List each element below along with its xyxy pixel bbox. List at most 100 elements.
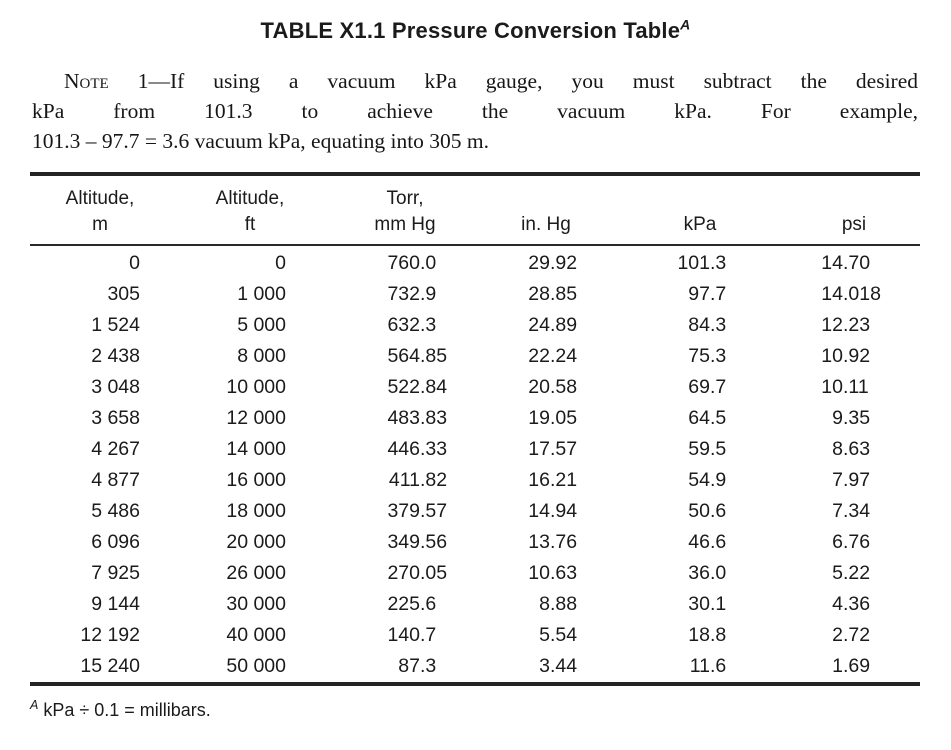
table-header: Altitude, m Altitude, ft Torr, mm Hg in.… — [30, 174, 920, 246]
header-line: Torr, — [386, 188, 424, 209]
cell-altitude-m: 12 192 — [80, 624, 140, 646]
cell-psi: 4.36 — [832, 593, 871, 615]
cell-altitude-m: 1 524 — [91, 314, 140, 336]
header-cell-psi: psi — [788, 174, 920, 246]
header-line: psi — [841, 214, 867, 235]
table-row: 4 877 16 000 411.82 16.21 54.9 7.97 — [30, 465, 920, 496]
cell-torr: 564.85 — [387, 345, 448, 367]
table-row: 6 096 20 000 349.56 13.76 46.6 6.76 — [30, 527, 920, 558]
cell-torr: 87.3 — [398, 655, 437, 677]
header-cell-altitude-m: Altitude, m — [30, 174, 170, 246]
cell-torr: 522.84 — [387, 376, 448, 398]
cell-altitude-m: 7 925 — [91, 562, 140, 584]
cell-kpa: 84.3 — [688, 314, 727, 336]
table-row: 2 438 8 000 564.85 22.24 75.3 10.92 — [30, 341, 920, 372]
cell-in-hg: 17.57 — [528, 438, 578, 460]
cell-in-hg: 14.94 — [528, 500, 578, 522]
cell-kpa: 101.3 — [677, 252, 727, 274]
cell-torr: 411.82 — [388, 469, 448, 491]
cell-altitude-m: 3 048 — [91, 376, 140, 398]
table-row: 7 925 26 000 270.05 10.63 36.0 5.22 — [30, 558, 920, 589]
header-cell-kpa: kPa — [612, 174, 788, 246]
note-line-3: 101.3 – 97.7 = 3.6 vacuum kPa, equating … — [32, 129, 490, 153]
table-row: 3 658 12 000 483.83 19.05 64.5 9.35 — [30, 403, 920, 434]
cell-psi: 14.018 — [821, 283, 881, 305]
cell-psi: 8.63 — [832, 438, 871, 460]
footnote-superscript: A — [30, 698, 39, 712]
cell-psi: 10.92 — [821, 345, 871, 367]
note-line-1: Note 1—If using a vacuum kPa gauge, you … — [32, 66, 918, 96]
title-superscript: A — [680, 16, 691, 33]
cell-torr: 140.7 — [387, 624, 437, 646]
cell-altitude-ft: 50 000 — [226, 655, 286, 677]
cell-psi: 5.22 — [832, 562, 871, 584]
cell-altitude-m: 305 — [107, 283, 140, 305]
cell-altitude-m: 4 877 — [91, 469, 140, 491]
cell-altitude-ft: 12 000 — [226, 407, 286, 429]
cell-kpa: 97.7 — [688, 283, 727, 305]
cell-torr: 632.3 — [387, 314, 437, 336]
cell-in-hg: 10.63 — [528, 562, 578, 584]
cell-altitude-m: 4 267 — [91, 438, 140, 460]
cell-altitude-m: 15 240 — [80, 655, 140, 677]
cell-altitude-ft: 1 000 — [237, 283, 286, 305]
cell-kpa: 30.1 — [688, 593, 727, 615]
note-label: Note 1 — [64, 69, 149, 93]
cell-altitude-ft: 8 000 — [237, 345, 286, 367]
cell-torr: 446.33 — [387, 438, 448, 460]
header-line: mm Hg — [374, 214, 436, 235]
cell-altitude-m: 5 486 — [91, 500, 140, 522]
table-row: 4 267 14 000 446.33 17.57 59.5 8.63 — [30, 434, 920, 465]
cell-kpa: 11.6 — [689, 655, 727, 677]
cell-altitude-ft: 0 — [275, 252, 286, 274]
cell-altitude-ft: 40 000 — [226, 624, 286, 646]
cell-torr: 349.56 — [387, 531, 448, 553]
cell-in-hg: 22.24 — [528, 345, 578, 367]
cell-in-hg: 5.54 — [539, 624, 578, 646]
cell-in-hg: 13.76 — [528, 531, 578, 553]
header-line: ft — [244, 214, 256, 235]
cell-altitude-m: 6 096 — [91, 531, 140, 553]
cell-in-hg: 24.89 — [528, 314, 578, 336]
cell-psi: 12.23 — [821, 314, 871, 336]
cell-in-hg: 3.44 — [539, 655, 578, 677]
header-line — [612, 186, 788, 212]
table-row: 9 144 30 000 225.6 8.88 30.1 4.36 — [30, 589, 920, 620]
cell-altitude-ft: 10 000 — [226, 376, 286, 398]
cell-altitude-m: 9 144 — [91, 593, 140, 615]
cell-psi: 9.35 — [832, 407, 871, 429]
cell-kpa: 69.7 — [688, 376, 727, 398]
cell-in-hg: 19.05 — [528, 407, 578, 429]
header-cell-in-hg: in. Hg — [480, 174, 612, 246]
cell-altitude-ft: 16 000 — [226, 469, 286, 491]
cell-kpa: 75.3 — [688, 345, 727, 367]
cell-altitude-ft: 30 000 — [226, 593, 286, 615]
note-line-1-text: —If using a vacuum kPa gauge, you must s… — [148, 69, 918, 93]
cell-altitude-m: 3 658 — [91, 407, 140, 429]
cell-altitude-ft: 18 000 — [226, 500, 286, 522]
note-line-2: kPa from 101.3 to achieve the vacuum kPa… — [32, 99, 918, 123]
header-cell-altitude-ft: Altitude, ft — [170, 174, 330, 246]
header-line — [480, 186, 612, 212]
cell-torr: 732.9 — [387, 283, 437, 305]
footnote-text: kPa ÷ 0.1 = millibars. — [43, 700, 211, 720]
table-row: 0 0 760.0 29.92 101.3 14.70 — [30, 245, 920, 279]
cell-altitude-ft: 14 000 — [226, 438, 286, 460]
cell-torr: 379.57 — [387, 500, 448, 522]
cell-altitude-m: 2 438 — [91, 345, 140, 367]
cell-torr: 483.83 — [387, 407, 448, 429]
cell-in-hg: 20.58 — [528, 376, 578, 398]
header-line — [788, 186, 920, 212]
cell-psi: 10.11 — [821, 376, 869, 398]
cell-torr: 760.0 — [387, 252, 437, 274]
cell-kpa: 50.6 — [688, 500, 727, 522]
table-row: 305 1 000 732.9 28.85 97.7 14.018 — [30, 279, 920, 310]
cell-kpa: 59.5 — [688, 438, 727, 460]
cell-in-hg: 16.21 — [528, 469, 578, 491]
pressure-conversion-table: Altitude, m Altitude, ft Torr, mm Hg in.… — [30, 172, 920, 686]
cell-kpa: 46.6 — [688, 531, 727, 553]
cell-kpa: 54.9 — [688, 469, 727, 491]
note-paragraph: Note 1—If using a vacuum kPa gauge, you … — [32, 66, 918, 156]
